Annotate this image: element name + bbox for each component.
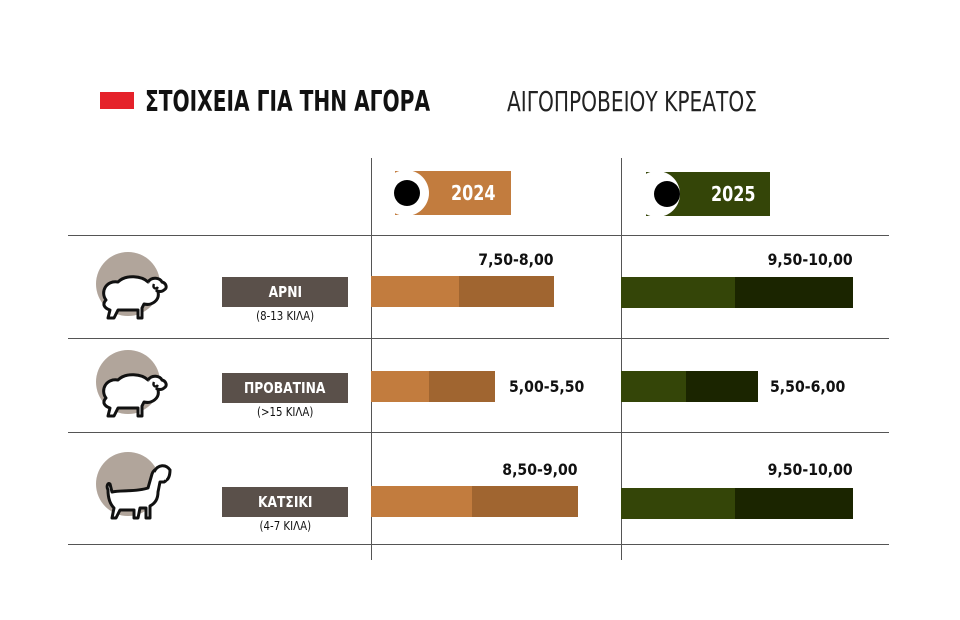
bar-2024-katsiki [371,486,578,517]
value-label: 9,50-10,00 [767,460,853,479]
title-bold: ΣΤΟΙΧΕΙΑ ΓΙΑ ΤΗΝ ΑΓΟΡΑ [145,85,431,118]
category-weight-provatina: (>15 ΚΙΛΑ) [256,405,314,419]
bar-2025-provatina [621,371,758,402]
value-label: 5,00-5,50 [509,377,585,396]
divider-row-3 [68,544,889,545]
goat-icon [96,452,176,532]
value-label: 9,50-10,00 [767,250,853,269]
divider-col-2025 [621,158,622,560]
bar-2025-katsiki [621,488,853,519]
category-label-katsiki: ΚΑΤΣΙΚΙ [222,487,348,517]
title-light: ΑΙΓΟΠΡΟΒΕΙΟΥ ΚΡΕΑΤΟΣ [507,85,757,118]
bar-2024-provatina [371,371,495,402]
category-label-arni: ΑΡΝΙ [222,277,348,307]
title-accent-square [100,92,134,109]
value-label: 7,50-8,00 [478,250,554,269]
bar-2025-arni [621,277,853,308]
sheep-icon [96,252,176,332]
category-weight-katsiki: (4-7 ΚΙΛΑ) [259,519,311,533]
divider-row-header [68,235,889,236]
category-label-provatina: ΠΡΟΒΑΤΙΝΑ [222,373,348,403]
legend-2024: 2024 [383,170,511,216]
value-label: 5,50-6,00 [770,377,846,396]
divider-col-2024 [371,158,372,560]
sheep-icon [96,350,176,430]
value-label: 8,50-9,00 [502,460,578,479]
divider-row-1 [68,338,889,339]
year-dot-icon [394,180,420,206]
year-dot-icon [654,181,680,207]
category-weight-arni: (8-13 ΚΙΛΑ) [255,309,315,323]
divider-row-2 [68,432,889,433]
legend-2025: 2025 [634,171,770,217]
bar-2024-arni [371,276,554,307]
